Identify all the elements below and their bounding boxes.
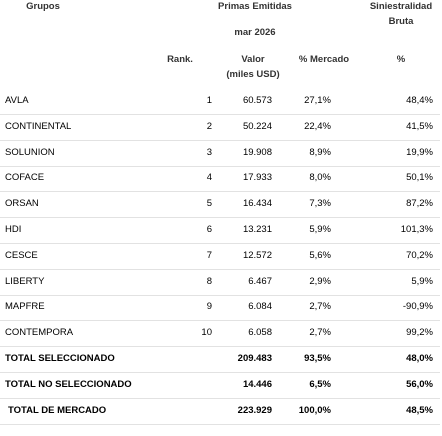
header-period: mar 2026 (234, 27, 276, 38)
row-value: 17.933 (242, 172, 272, 184)
row-share: 5,9% (309, 224, 331, 235)
row-share: 7,3% (309, 198, 331, 210)
row-loss: 50,1% (406, 172, 433, 184)
row-rank: 1 (206, 95, 212, 106)
row-name: SOLUNION (5, 146, 55, 158)
row-name: HDI (5, 224, 22, 235)
row-rule (0, 346, 440, 348)
row-share: 22,4% (304, 120, 331, 132)
row-value: 13.231 (242, 224, 272, 235)
row-value: 16.434 (242, 198, 272, 210)
row-loss: 48,0% (406, 353, 433, 364)
row-name: CESCE (5, 249, 38, 261)
row-rank: 5 (206, 198, 212, 210)
row-loss: 48,5% (406, 404, 433, 416)
row-value: 6.058 (248, 327, 272, 339)
row-rule (0, 268, 440, 270)
row-share: 8,9% (309, 146, 331, 158)
row-loss: 101,3% (400, 224, 433, 235)
row-name: TOTAL NO SELECCIONADO (5, 378, 132, 390)
row-share: 2,9% (309, 275, 331, 287)
header-value-unit: (miles USD) (226, 69, 280, 80)
row-rank: 2 (206, 120, 212, 132)
header-share: % Mercado (298, 54, 350, 65)
row-rule (0, 397, 440, 399)
row-share: 93,5% (304, 353, 331, 364)
row-rank: 8 (206, 275, 212, 287)
row-value: 50.224 (242, 120, 272, 132)
row-share: 2,7% (309, 327, 331, 339)
row-name: TOTAL DE MERCADO (8, 404, 107, 416)
row-rule (0, 243, 440, 244)
row-value: 14.446 (242, 378, 272, 390)
header-group: Grupos (26, 1, 60, 12)
row-value: 60.573 (242, 95, 272, 106)
row-value: 12.572 (242, 249, 272, 261)
row-loss: -90,9% (402, 301, 433, 313)
row-share: 5,6% (309, 249, 331, 261)
row-rule (0, 139, 440, 141)
row-rule (0, 372, 440, 373)
header-loss-ratio: Siniestralidad (369, 1, 433, 12)
row-loss: 99,2% (406, 327, 433, 339)
header-value: Valor (241, 54, 265, 65)
row-share: 2,7% (309, 301, 331, 313)
header-loss-ratio-sub: Bruta (388, 16, 414, 27)
row-rank: 9 (206, 301, 212, 313)
row-value: 19.908 (242, 146, 272, 158)
row-loss: 70,2% (406, 249, 433, 261)
row-name: AVLA (5, 95, 29, 106)
row-value: 6.084 (248, 301, 272, 313)
row-rank: 6 (206, 224, 212, 235)
header-rank: Rank. (167, 54, 193, 65)
row-value: 209.483 (237, 353, 272, 364)
row-loss: 87,2% (406, 198, 433, 210)
row-rule (0, 320, 440, 322)
row-rank: 3 (206, 146, 212, 158)
row-name: ORSAN (5, 198, 39, 210)
row-rule (0, 191, 440, 193)
row-share: 100,0% (298, 404, 331, 416)
header-loss-pct: % (396, 54, 406, 65)
row-share: 8,0% (309, 172, 331, 184)
header-premiums: Primas Emitidas (218, 1, 292, 12)
row-rule (0, 114, 440, 115)
row-value: 6.467 (248, 275, 272, 287)
row-rule (0, 294, 440, 296)
row-name: MAPFRE (5, 301, 45, 313)
row-name: LIBERTY (5, 275, 45, 287)
row-loss: 19,9% (406, 146, 433, 158)
row-name: CONTINENTAL (5, 120, 72, 132)
row-value: 223.929 (237, 404, 272, 416)
row-rank: 10 (201, 327, 212, 339)
row-rank: 4 (206, 172, 212, 184)
row-loss: 41,5% (406, 120, 433, 132)
row-rank: 7 (206, 249, 212, 261)
row-loss: 5,9% (411, 275, 433, 287)
row-rule (0, 423, 440, 425)
row-rule (0, 165, 440, 167)
row-share: 27,1% (304, 95, 331, 106)
row-loss: 48,4% (406, 95, 433, 106)
row-name: CONTEMPORA (5, 327, 74, 339)
row-share: 6,5% (309, 378, 331, 390)
row-name: TOTAL SELECCIONADO (5, 353, 115, 364)
row-rule (0, 217, 440, 219)
row-loss: 56,0% (406, 378, 433, 390)
row-name: COFACE (5, 172, 45, 184)
